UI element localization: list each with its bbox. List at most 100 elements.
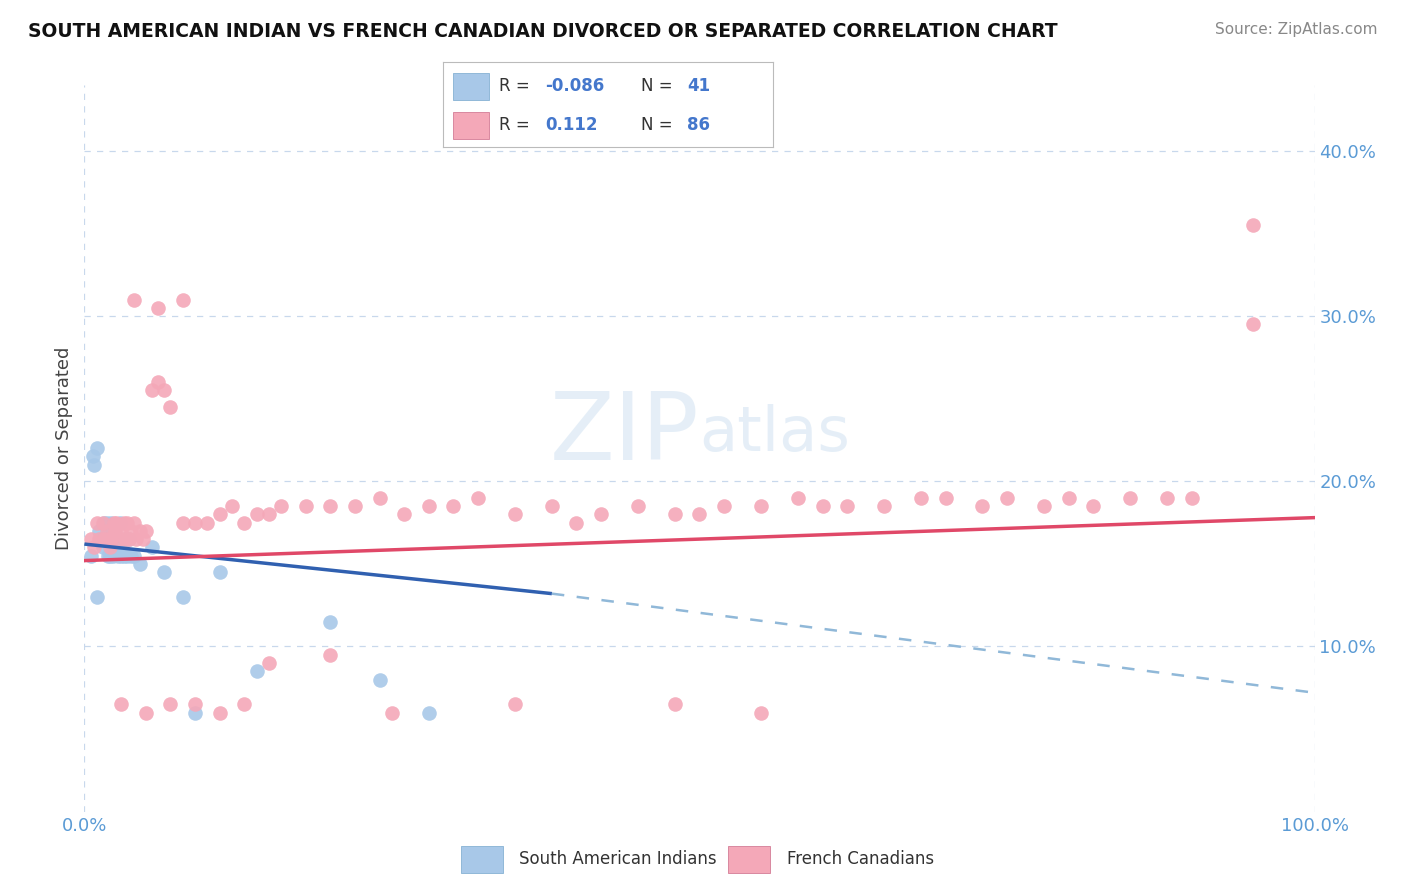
Text: atlas: atlas [700,404,851,464]
Point [184,516,207,530]
Point [105,516,128,530]
Point [713,499,735,513]
Point [93,516,115,530]
Point [319,648,342,662]
Point [172,590,194,604]
Point [100,516,122,530]
Point [118,532,141,546]
Point [128,524,150,538]
Point [141,541,163,555]
Point [295,499,318,513]
Point [689,508,711,522]
Point [96,516,118,530]
Point [120,524,142,538]
Point [103,516,125,530]
Point [100,532,122,546]
Point [1241,318,1264,332]
Point [98,532,120,546]
Text: Source: ZipAtlas.com: Source: ZipAtlas.com [1215,22,1378,37]
Point [128,557,150,571]
Point [591,508,613,522]
Text: 41: 41 [688,78,710,95]
Point [995,491,1018,505]
Point [319,615,342,629]
FancyBboxPatch shape [728,847,770,873]
Point [910,491,932,505]
Text: French Canadians: French Canadians [786,849,934,868]
Point [114,532,136,546]
Point [86,590,108,604]
Point [197,516,219,530]
Point [104,524,127,538]
Point [344,499,367,513]
Point [233,698,256,712]
Point [93,532,115,546]
Text: ZIP: ZIP [550,388,700,480]
Point [112,516,135,530]
Point [1033,499,1056,513]
Point [664,698,686,712]
Point [79,532,101,546]
Text: -0.086: -0.086 [546,78,605,95]
Point [105,541,128,555]
Point [148,375,170,389]
Point [787,491,810,505]
Point [319,499,342,513]
Point [110,524,132,538]
Point [122,516,145,530]
Point [565,516,588,530]
Point [1241,218,1264,232]
Point [101,549,124,563]
Point [135,706,157,720]
Point [118,532,141,546]
Point [172,516,194,530]
Point [83,458,105,472]
Point [208,508,231,522]
Point [184,706,207,720]
Point [120,549,142,563]
Point [108,532,131,546]
Point [368,673,391,687]
Point [79,549,101,563]
Point [208,565,231,579]
FancyBboxPatch shape [453,112,489,139]
Point [418,499,440,513]
Point [208,706,231,720]
Point [141,384,163,398]
Point [221,499,243,513]
Point [112,549,135,563]
Point [114,532,136,546]
Y-axis label: Divorced or Separated: Divorced or Separated [55,347,73,549]
Point [100,532,122,546]
Point [122,549,145,563]
Point [246,508,269,522]
Text: R =: R = [499,78,530,95]
Point [107,549,129,563]
Point [103,524,125,538]
Point [98,549,121,563]
Point [111,541,134,555]
Point [110,549,132,563]
Point [172,293,194,307]
Point [1156,491,1178,505]
Point [837,499,859,513]
Point [257,508,280,522]
Text: South American Indians: South American Indians [519,849,717,868]
Point [503,508,526,522]
Point [91,541,114,555]
Point [541,499,564,513]
Text: SOUTH AMERICAN INDIAN VS FRENCH CANADIAN DIVORCED OR SEPARATED CORRELATION CHART: SOUTH AMERICAN INDIAN VS FRENCH CANADIAN… [28,22,1057,41]
FancyBboxPatch shape [461,847,503,873]
Point [664,508,686,522]
Point [159,400,181,414]
Point [108,516,131,530]
Point [467,491,489,505]
Point [97,549,120,563]
Text: N =: N = [641,78,672,95]
Point [153,384,176,398]
Point [1057,491,1080,505]
Point [89,532,111,546]
Point [108,532,131,546]
Point [1181,491,1204,505]
Point [443,499,465,513]
